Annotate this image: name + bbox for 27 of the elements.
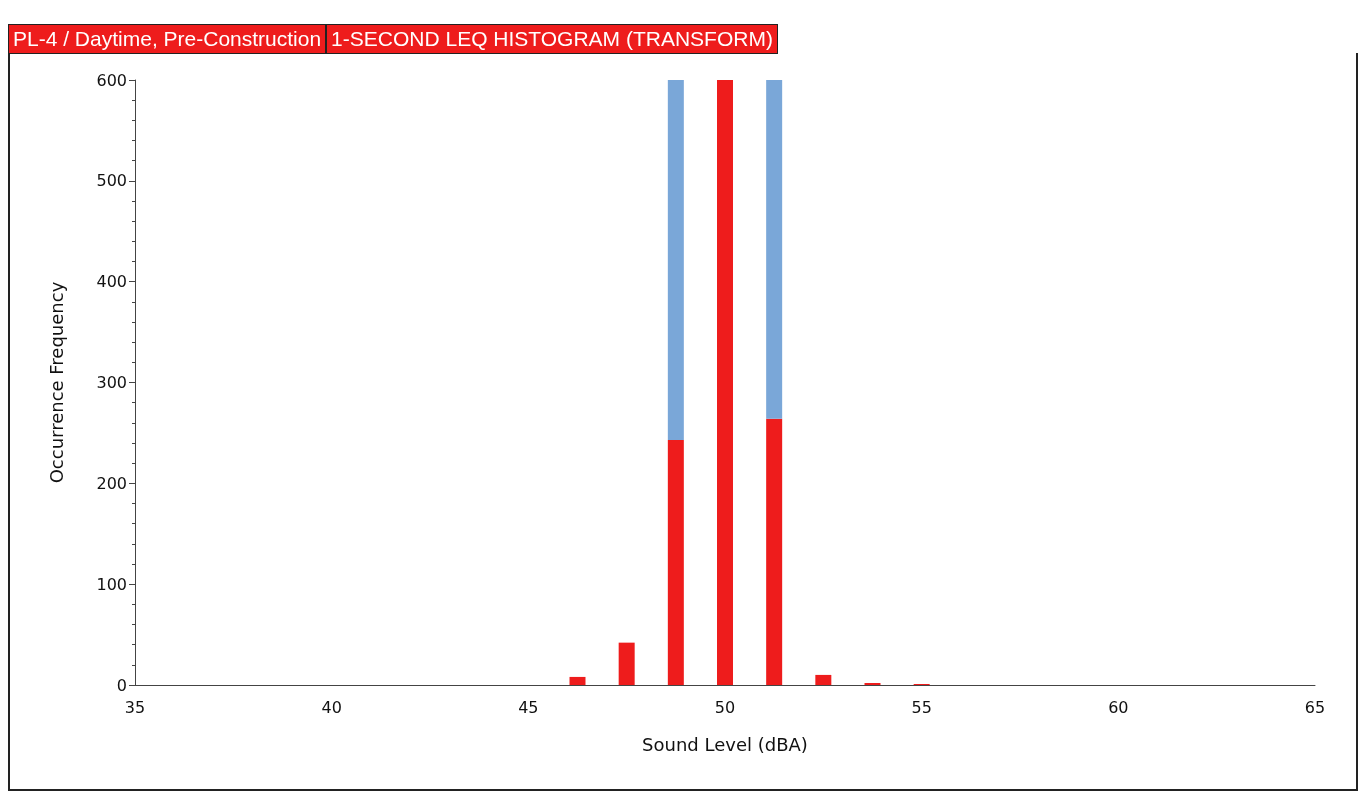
y-axis-title: Occurrence Frequency	[45, 281, 67, 484]
x-tick-label: 35	[124, 697, 146, 717]
bar	[864, 682, 881, 685]
y-tick-label: 0	[116, 675, 127, 695]
x-tick-label: 65	[1304, 697, 1326, 717]
x-tick-label: 60	[1108, 697, 1129, 717]
x-tick-label: 45	[518, 697, 539, 717]
chart-subtitle: 1-SECOND LEQ HISTOGRAM (TRANSFORM)	[330, 26, 774, 52]
bar	[815, 674, 832, 685]
bar	[766, 418, 783, 685]
bar	[667, 439, 684, 685]
x-tick-label: 50	[714, 697, 736, 717]
x-tick-label: 55	[911, 697, 932, 717]
y-tick-label: 100	[96, 574, 127, 594]
bar	[667, 80, 684, 440]
chart-title: PL-4 / Daytime, Pre-Construction	[9, 25, 328, 53]
bar	[569, 676, 586, 685]
x-axis-title: Sound Level (dBA)	[642, 733, 808, 755]
y-tick-label: 500	[96, 171, 127, 191]
y-tick-label: 200	[96, 473, 127, 493]
bar	[717, 80, 733, 685]
y-tick-label: 300	[96, 373, 127, 392]
x-tick-label: 40	[321, 697, 342, 717]
y-tick-label: 600	[96, 70, 127, 90]
bar	[618, 642, 635, 685]
y-tick-label: 400	[96, 272, 127, 292]
bar	[766, 80, 783, 419]
